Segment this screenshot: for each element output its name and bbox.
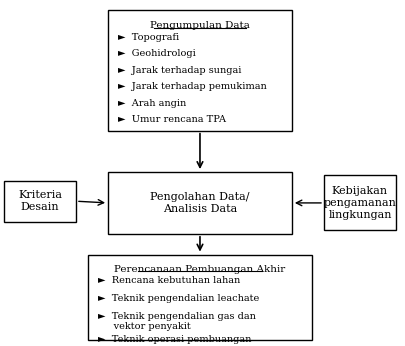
Text: Pengumpulan Data: Pengumpulan Data (150, 21, 250, 30)
FancyBboxPatch shape (324, 175, 396, 230)
Text: ►  Umur rencana TPA: ► Umur rencana TPA (118, 115, 226, 124)
FancyBboxPatch shape (4, 181, 76, 222)
FancyBboxPatch shape (108, 10, 292, 131)
Text: ►  Arah angin: ► Arah angin (118, 99, 186, 108)
Text: Kriteria
Desain: Kriteria Desain (18, 190, 62, 212)
Text: Perencanaan Pembuangan Akhir: Perencanaan Pembuangan Akhir (114, 265, 286, 274)
Text: Pengolahan Data/
Analisis Data: Pengolahan Data/ Analisis Data (150, 192, 250, 214)
FancyBboxPatch shape (108, 172, 292, 234)
Text: ►  Topografi: ► Topografi (118, 33, 179, 42)
Text: ►  Geohidrologi: ► Geohidrologi (118, 49, 196, 58)
Text: ►  Rencana kebutuhan lahan: ► Rencana kebutuhan lahan (98, 276, 240, 285)
Text: ►  Jarak terhadap sungai: ► Jarak terhadap sungai (118, 66, 241, 75)
FancyBboxPatch shape (88, 255, 312, 340)
Text: Kebijakan
pengamanan
lingkungan: Kebijakan pengamanan lingkungan (324, 186, 396, 219)
Text: ►  Teknik operasi pembuangan: ► Teknik operasi pembuangan (98, 335, 252, 344)
Text: ►  Teknik pengendalian gas dan
     vektor penyakit: ► Teknik pengendalian gas dan vektor pen… (98, 312, 256, 331)
Text: ►  Jarak terhadap pemukiman: ► Jarak terhadap pemukiman (118, 82, 267, 91)
Text: ►  Teknik pengendalian leachate: ► Teknik pengendalian leachate (98, 294, 259, 303)
